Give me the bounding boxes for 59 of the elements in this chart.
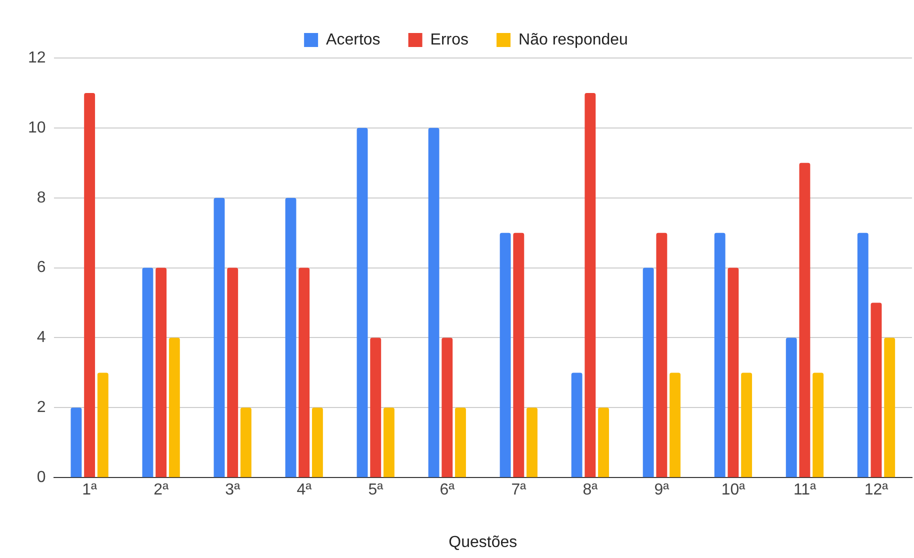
bar: [455, 408, 466, 478]
legend-label: Acertos: [326, 31, 380, 48]
y-tick-label: 6: [36, 259, 46, 276]
legend-label: Erros: [430, 31, 469, 48]
bar: [786, 338, 797, 478]
bar: [571, 372, 582, 478]
x-tick-label: 12ª: [864, 482, 888, 499]
bar: [513, 232, 524, 478]
bar: [526, 408, 538, 478]
bar: [728, 268, 739, 478]
bar: [384, 408, 394, 478]
bar: [642, 268, 654, 478]
bar: [97, 372, 108, 478]
x-tick-label: 5ª: [368, 482, 384, 499]
y-tick-label: 8: [36, 189, 46, 206]
bar: [656, 232, 668, 478]
bar: [812, 372, 824, 478]
bar: [312, 408, 323, 478]
x-tick-label: 3ª: [225, 482, 240, 499]
bar: [227, 268, 238, 478]
bar: [500, 232, 511, 478]
bar: [240, 408, 252, 478]
bar: [584, 92, 596, 478]
y-tick-label: 10: [28, 119, 46, 136]
bar: [799, 162, 810, 478]
bar: [70, 408, 82, 478]
bar: [741, 372, 752, 478]
bar: [857, 232, 868, 478]
bar: [214, 198, 225, 478]
y-tick-label: 2: [36, 399, 46, 416]
bar: [84, 92, 96, 478]
x-tick-label: 1ª: [82, 482, 98, 499]
y-tick-label: 12: [28, 49, 46, 66]
bar: [884, 338, 896, 478]
bar: [156, 268, 167, 478]
bar: [442, 338, 453, 478]
bar: [356, 128, 368, 478]
legend-label: Não respondeu: [518, 31, 628, 48]
x-tick-label: 6ª: [440, 482, 455, 499]
x-axis-title: Questões: [448, 534, 518, 551]
bar: [370, 338, 382, 478]
x-tick-label: 9ª: [654, 482, 670, 499]
y-tick-label: 0: [36, 469, 46, 486]
bar: [285, 198, 296, 478]
bar: [298, 268, 310, 478]
bar: [670, 372, 681, 478]
bar: [428, 128, 440, 478]
bar: [714, 232, 726, 478]
y-tick-label: 4: [36, 329, 46, 346]
x-tick-label: 4ª: [296, 482, 312, 499]
bar: [168, 338, 180, 478]
x-tick-label: 7ª: [511, 482, 526, 499]
x-tick-label: 2ª: [154, 482, 169, 499]
x-tick-label: 8ª: [582, 482, 598, 499]
x-tick-label: 10ª: [721, 482, 746, 499]
bar: [598, 408, 609, 478]
bar: [870, 302, 882, 478]
x-tick-label: 11ª: [793, 482, 816, 499]
bar: [142, 268, 154, 478]
